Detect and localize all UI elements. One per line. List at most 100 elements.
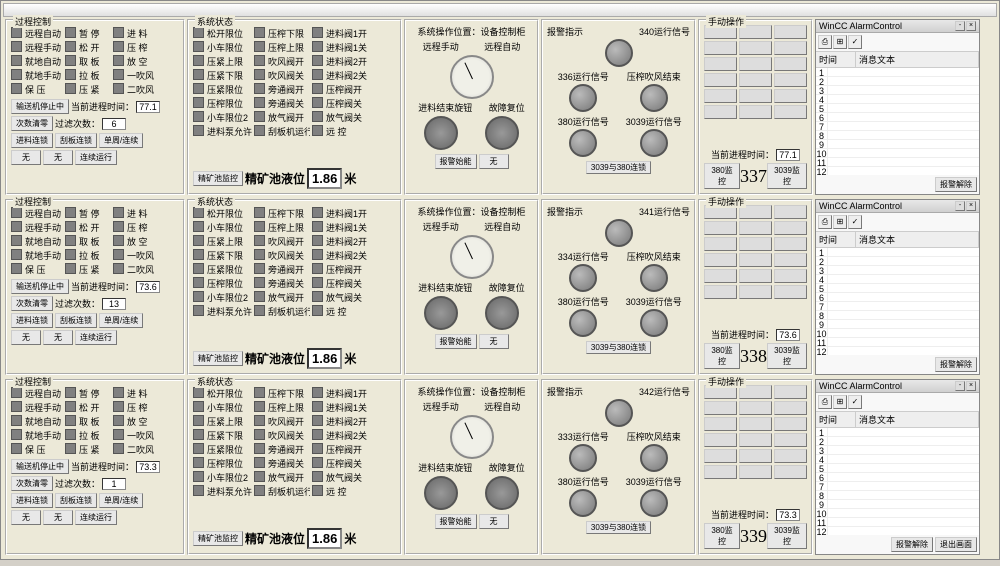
alarm-clear-button[interactable]: 报警解除 [891, 537, 933, 552]
zero-button[interactable]: 次数清零 [11, 116, 53, 131]
manual-button[interactable] [704, 401, 737, 415]
manual-button[interactable] [704, 449, 737, 463]
minimize-icon[interactable]: - [955, 381, 965, 391]
alarm-enable-button[interactable]: 报警始能 [435, 514, 477, 529]
link-button[interactable]: 3039与380连锁 [586, 341, 651, 354]
cycle-button[interactable]: 单周/连续 [99, 493, 143, 508]
pool-monitor-button[interactable]: 精矿池监控 [193, 351, 243, 366]
link-button[interactable]: 3039与380连锁 [586, 521, 651, 534]
tool-icon[interactable]: ⎙ [818, 395, 832, 409]
manual-button[interactable] [739, 89, 772, 103]
manual-button[interactable] [704, 105, 737, 119]
alarm-list[interactable]: 123456789101112 [816, 68, 979, 175]
manual-button[interactable] [739, 253, 772, 267]
manual-button[interactable] [774, 73, 807, 87]
manual-button[interactable] [774, 417, 807, 431]
tool-icon[interactable]: ✓ [848, 35, 862, 49]
manual-button[interactable] [774, 57, 807, 71]
manual-button[interactable] [774, 89, 807, 103]
manual-button[interactable] [774, 237, 807, 251]
close-icon[interactable]: × [966, 21, 976, 31]
manual-button[interactable] [704, 57, 737, 71]
tool-icon[interactable]: ⎙ [818, 215, 832, 229]
manual-button[interactable] [739, 73, 772, 87]
chain1-button[interactable]: 进料连锁 [11, 313, 53, 328]
none-button[interactable]: 无 [43, 510, 73, 525]
manual-button[interactable] [704, 285, 737, 299]
manual-button[interactable] [774, 385, 807, 399]
tool-icon[interactable]: ⊞ [833, 215, 847, 229]
manual-button[interactable] [739, 57, 772, 71]
alarm-clear-button[interactable]: 报警解除 [935, 357, 977, 372]
tool-icon[interactable]: ⊞ [833, 35, 847, 49]
manual-button[interactable] [739, 269, 772, 283]
alarm-enable-button[interactable]: 报警始能 [435, 334, 477, 349]
alarm-list[interactable]: 123456789101112 [816, 248, 979, 355]
manual-button[interactable] [739, 449, 772, 463]
manual-button[interactable] [774, 465, 807, 479]
manual-button[interactable] [774, 41, 807, 55]
manual-button[interactable] [739, 41, 772, 55]
tool-icon[interactable]: ✓ [848, 395, 862, 409]
manual-button[interactable] [704, 253, 737, 267]
manual-button[interactable] [704, 89, 737, 103]
manual-button[interactable] [704, 73, 737, 87]
none-button[interactable]: 无 [479, 154, 509, 169]
zero-button[interactable]: 次数清零 [11, 476, 53, 491]
manual-button[interactable] [774, 269, 807, 283]
manual-button[interactable] [739, 221, 772, 235]
fault-reset-knob[interactable] [485, 296, 519, 330]
manual-button[interactable] [739, 285, 772, 299]
pool-monitor-button[interactable]: 精矿池监控 [193, 531, 243, 546]
manual-button[interactable] [774, 449, 807, 463]
monitor-right-button[interactable]: 3039监控 [767, 343, 807, 369]
none-button[interactable]: 无 [11, 150, 41, 165]
chain2-button[interactable]: 刮板连锁 [55, 313, 97, 328]
chain2-button[interactable]: 刮板连锁 [55, 493, 97, 508]
close-icon[interactable]: × [966, 381, 976, 391]
tool-icon[interactable]: ✓ [848, 215, 862, 229]
feed-end-knob[interactable] [424, 476, 458, 510]
monitor-right-button[interactable]: 3039监控 [767, 163, 807, 189]
exit-button[interactable]: 退出画面 [935, 537, 977, 552]
monitor-left-button[interactable]: 380监控 [704, 343, 740, 369]
monitor-right-button[interactable]: 3039监控 [767, 523, 807, 549]
run-button[interactable]: 连续运行 [75, 510, 117, 525]
chain2-button[interactable]: 刮板连锁 [55, 133, 97, 148]
fault-reset-knob[interactable] [485, 476, 519, 510]
manual-button[interactable] [774, 221, 807, 235]
manual-button[interactable] [704, 41, 737, 55]
manual-button[interactable] [739, 417, 772, 431]
none-button[interactable]: 无 [11, 330, 41, 345]
run-button[interactable]: 连续运行 [75, 150, 117, 165]
link-button[interactable]: 3039与380连锁 [586, 161, 651, 174]
manual-button[interactable] [774, 105, 807, 119]
monitor-left-button[interactable]: 380监控 [704, 163, 740, 189]
pool-monitor-button[interactable]: 精矿池监控 [193, 171, 243, 186]
cycle-button[interactable]: 单周/连续 [99, 313, 143, 328]
monitor-left-button[interactable]: 380监控 [704, 523, 740, 549]
feed-end-knob[interactable] [424, 116, 458, 150]
manual-button[interactable] [739, 237, 772, 251]
cycle-button[interactable]: 单周/连续 [99, 133, 143, 148]
manual-button[interactable] [704, 417, 737, 431]
zero-button[interactable]: 次数清零 [11, 296, 53, 311]
manual-button[interactable] [739, 105, 772, 119]
none-button[interactable]: 无 [479, 514, 509, 529]
none-button[interactable]: 无 [11, 510, 41, 525]
none-button[interactable]: 无 [43, 330, 73, 345]
run-button[interactable]: 连续运行 [75, 330, 117, 345]
close-icon[interactable]: × [966, 201, 976, 211]
manual-button[interactable] [774, 433, 807, 447]
fault-reset-knob[interactable] [485, 116, 519, 150]
manual-button[interactable] [739, 433, 772, 447]
alarm-list[interactable]: 123456789101112 [816, 428, 979, 535]
manual-button[interactable] [704, 465, 737, 479]
chain1-button[interactable]: 进料连锁 [11, 493, 53, 508]
manual-button[interactable] [739, 465, 772, 479]
manual-button[interactable] [704, 269, 737, 283]
tool-icon[interactable]: ⊞ [833, 395, 847, 409]
chain1-button[interactable]: 进料连锁 [11, 133, 53, 148]
alarm-clear-button[interactable]: 报警解除 [935, 177, 977, 192]
manual-button[interactable] [774, 253, 807, 267]
